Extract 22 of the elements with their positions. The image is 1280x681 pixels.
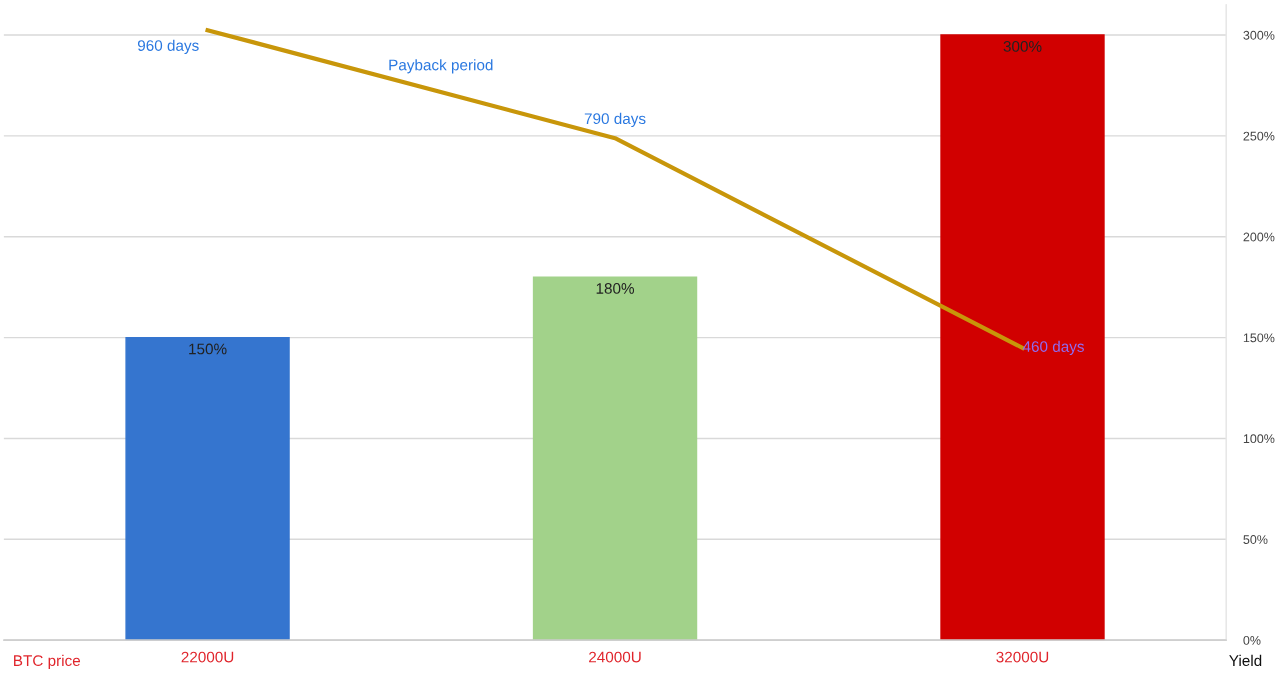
data-label: 180% — [596, 283, 635, 294]
x-tick-label: 22000U — [181, 651, 234, 663]
y-tick-label: 200% — [1243, 232, 1275, 242]
series-label: Payback period — [389, 59, 493, 74]
x-tick-label: 24000U — [589, 651, 641, 663]
data-label: 300% — [1003, 40, 1042, 52]
y-tick-label: 100% — [1243, 434, 1275, 444]
y-tick-label: 0% — [1243, 635, 1261, 645]
y-tick-label: 300% — [1243, 30, 1275, 40]
data-label: 790 days — [584, 112, 646, 128]
bar — [940, 34, 1105, 641]
bar — [532, 276, 698, 641]
x-tick-label: 32000U — [996, 651, 1049, 663]
data-label: 150% — [189, 343, 227, 355]
y-axis-title: Yield — [1229, 654, 1262, 667]
bar — [125, 336, 290, 641]
data-label: 460 days — [1022, 340, 1084, 355]
data-label: 960 days — [137, 39, 199, 54]
y-tick-label: 50% — [1243, 535, 1268, 544]
y-tick-label: 250% — [1243, 131, 1275, 141]
y-tick-label: 150% — [1243, 333, 1275, 343]
x-axis-title: BTC price — [14, 654, 81, 670]
